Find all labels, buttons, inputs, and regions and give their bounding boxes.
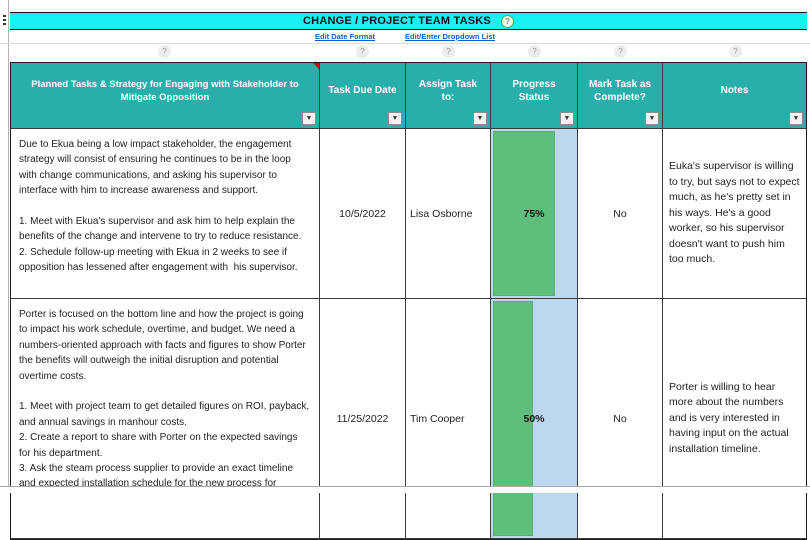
assignee-cell[interactable]: Lisa Osborne	[406, 129, 491, 299]
assignee-cell[interactable]: Tim Cooper	[406, 299, 491, 539]
clipped-cell-artifact	[3, 15, 6, 27]
tasks-table: Planned Tasks & Strategy for Engaging wi…	[10, 62, 807, 540]
column-help-icon[interactable]: ?	[528, 45, 541, 58]
edit-date-format-link[interactable]: Edit Date Format	[314, 32, 375, 41]
column-help-icon[interactable]: ?	[158, 45, 171, 58]
filter-button[interactable]: ▼	[388, 112, 402, 125]
notes-cell[interactable]: Porter is willing to hear more about the…	[663, 299, 806, 539]
header-progress-status: Progress Status ▼	[491, 63, 578, 129]
progress-value: 75%	[523, 207, 545, 220]
complete-cell[interactable]: No	[578, 299, 663, 539]
column-help-icon[interactable]: ?	[356, 45, 369, 58]
header-label: Notes	[720, 85, 749, 96]
column-help-icon[interactable]: ?	[729, 45, 742, 58]
header-planned-tasks: Planned Tasks & Strategy for Engaging wi…	[11, 63, 320, 129]
gridline	[0, 43, 810, 44]
filter-button[interactable]: ▼	[473, 112, 487, 125]
header-assign-task-to: Assign Task to: ▼	[406, 63, 491, 129]
sheet-left-edge	[8, 0, 9, 493]
progress-status-cell[interactable]: 50%	[491, 299, 578, 539]
header-label: Task Due Date	[328, 85, 397, 96]
header-task-due-date: Task Due Date ▼	[320, 63, 406, 129]
progress-status-cell[interactable]: 75%	[491, 129, 578, 299]
complete-cell[interactable]: No	[578, 129, 663, 299]
header-label: Mark Task as Complete?	[588, 78, 652, 103]
notes-cell[interactable]: Euka's supervisor is willing to try, but…	[663, 129, 806, 299]
column-help-icon[interactable]: ?	[614, 45, 627, 58]
comment-indicator-icon	[313, 63, 319, 69]
column-help-icon[interactable]: ?	[442, 45, 455, 58]
page-title: CHANGE / PROJECT TEAM TASKS	[303, 15, 491, 27]
due-date-cell[interactable]: 11/25/2022	[320, 299, 406, 539]
filter-button[interactable]: ▼	[560, 112, 574, 125]
window-bottom-edge	[0, 486, 810, 493]
notes-text: Porter is willing to hear more about the…	[669, 380, 789, 455]
due-date-cell[interactable]: 10/5/2022	[320, 129, 406, 299]
edit-dropdown-list-link[interactable]: Edit/Enter Dropdown List	[405, 32, 495, 41]
filter-button[interactable]: ▼	[645, 112, 659, 125]
task-description-cell[interactable]: Porter is focused on the bottom line and…	[11, 299, 320, 539]
header-label: Progress Status	[512, 78, 556, 103]
header-label: Planned Tasks & Strategy for Engaging wi…	[31, 78, 299, 103]
progress-bar	[493, 131, 555, 296]
filter-button[interactable]: ▼	[302, 112, 316, 125]
header-mark-complete: Mark Task as Complete? ▼	[578, 63, 663, 129]
header-notes: Notes ▼	[663, 63, 806, 129]
header-label: Assign Task to:	[418, 78, 478, 103]
filter-button[interactable]: ▼	[789, 112, 803, 125]
help-icon[interactable]: ?	[500, 14, 514, 28]
notes-text: Euka's supervisor is willing to try, but…	[669, 160, 800, 266]
task-description-cell[interactable]: Due to Ekua being a low impact stakehold…	[11, 129, 320, 299]
title-bar: CHANGE / PROJECT TEAM TASKS ?	[10, 12, 807, 30]
progress-value: 50%	[523, 412, 545, 425]
